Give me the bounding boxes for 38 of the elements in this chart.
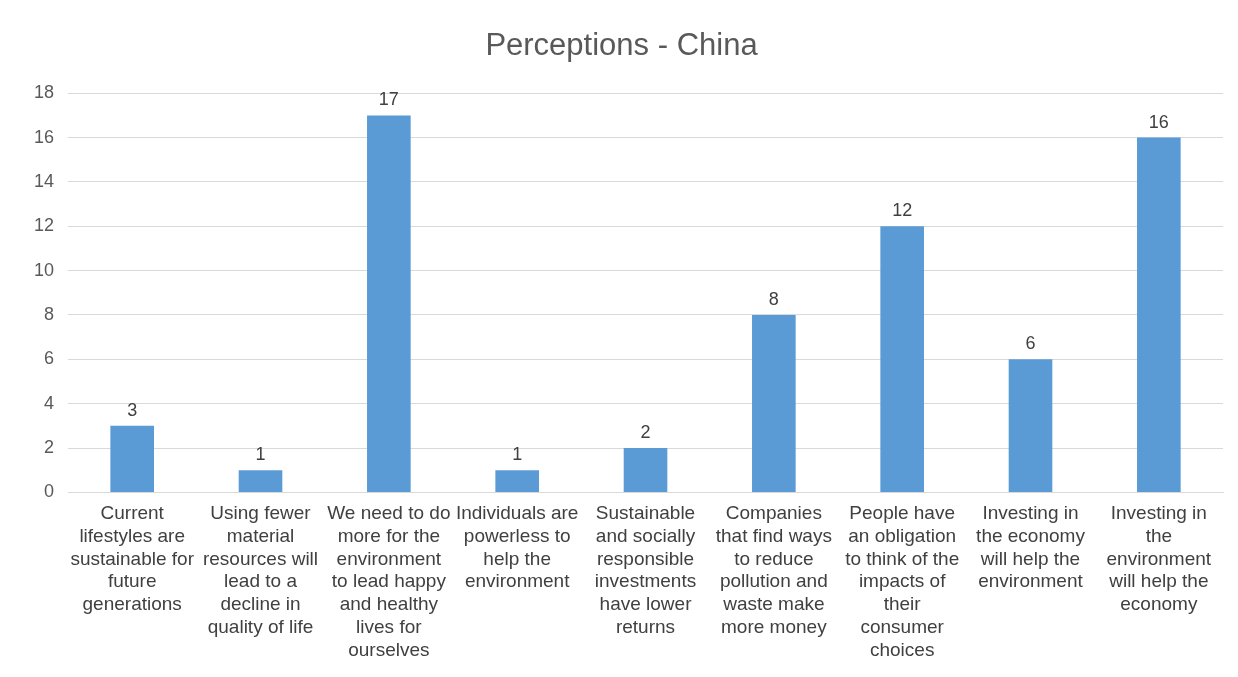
x-tick-label: Investing in the economy will help the environment (976, 502, 1086, 592)
bar (238, 470, 283, 492)
y-tick-label: 14 (33, 170, 55, 191)
data-label: 3 (127, 399, 138, 420)
data-label: 2 (640, 422, 651, 443)
y-tick-label: 10 (33, 259, 55, 280)
data-label: 1 (255, 444, 266, 465)
x-tick-label: Current lifestyles are sustainable for future generations (70, 502, 195, 615)
bar (623, 448, 668, 492)
bar (110, 425, 154, 492)
y-tick-label: 16 (33, 126, 55, 147)
bar (367, 115, 411, 492)
y-tick-label: 0 (44, 481, 55, 502)
data-label: 12 (892, 200, 913, 221)
data-label: 1 (512, 444, 523, 465)
data-label: 8 (768, 288, 779, 309)
data-label: 17 (378, 89, 399, 110)
bar (1137, 137, 1181, 492)
y-tick-label: 8 (44, 303, 55, 324)
x-tick-label: Companies that find ways to reduce pollution and waste make more money (715, 502, 832, 638)
y-tick-label: 18 (33, 82, 55, 103)
y-tick-label: 6 (44, 348, 55, 369)
data-label: 6 (1025, 333, 1036, 354)
bar (495, 470, 539, 492)
x-tick-label: We need to do more for the environment to lead happy and healthy lives for ourselves (327, 502, 451, 660)
x-tick-label: Individuals are powerless to help the environment (455, 502, 579, 592)
bar (880, 226, 924, 492)
x-tick-label: Using fewer material resources will lead to a decline in quality of life (202, 502, 319, 638)
y-tick-label: 12 (33, 215, 55, 236)
data-label: 16 (1148, 111, 1169, 132)
y-tick-label: 4 (44, 392, 55, 413)
x-tick-label: Sustainable and socially responsible investments have lower returns (594, 502, 697, 638)
y-tick-label: 2 (44, 437, 55, 458)
x-tick-label: Investing in the environment will help the economy (1106, 502, 1212, 615)
bar (752, 314, 796, 492)
chart-title: Perceptions - China (485, 27, 759, 63)
bar (1008, 359, 1053, 492)
x-tick-label: People have an obligation to think of the impacts of their consumer choices (845, 502, 960, 660)
